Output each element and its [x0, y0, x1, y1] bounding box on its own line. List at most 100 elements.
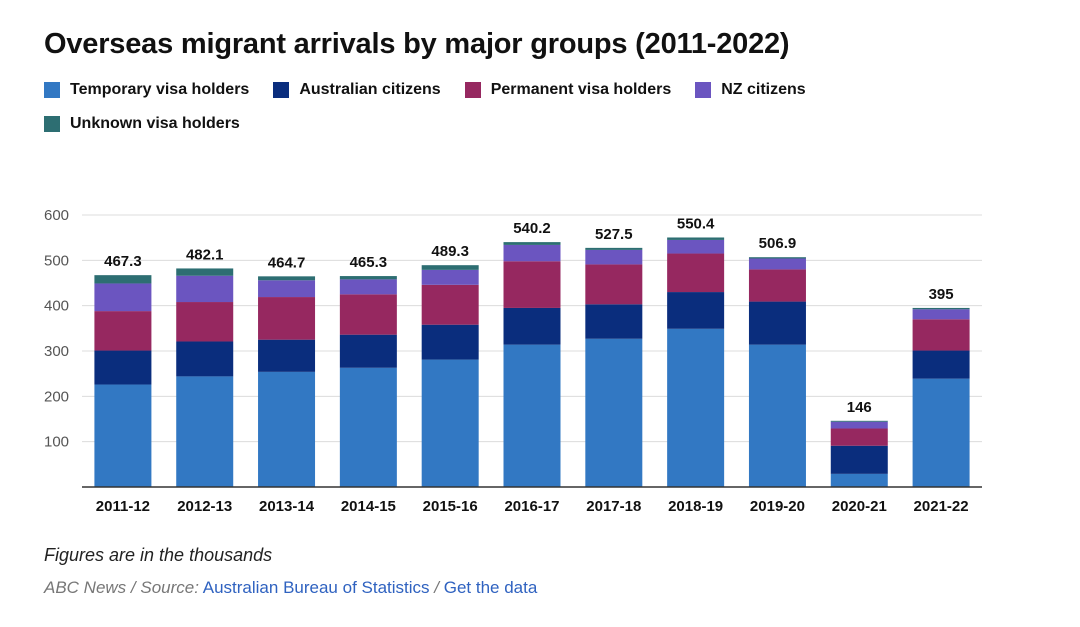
bar-total-label: 395 — [929, 286, 954, 303]
footnote: Figures are in the thousands — [44, 545, 273, 565]
x-tick-label: 2016-17 — [504, 498, 559, 515]
bar-segment-australian-2018-19[interactable] — [667, 292, 725, 329]
source-link[interactable]: Australian Bureau of Statistics — [202, 578, 430, 597]
bar-segment-temporary-2020-21[interactable] — [830, 473, 888, 487]
bar-segment-permanent-2016-17[interactable] — [503, 261, 561, 308]
bar-segment-australian-2017-18[interactable] — [585, 304, 643, 339]
bar-segment-permanent-2012-13[interactable] — [176, 302, 234, 342]
stacked-bar-chart: 100 200 300 400 500 600 467.3 2011-12 482.1 2012-… — [44, 207, 982, 515]
bar-segment-temporary-2011-12[interactable] — [94, 384, 152, 487]
get-data-link[interactable]: Get the data — [443, 578, 538, 597]
bar-total-label: 482.1 — [186, 246, 224, 263]
bar-segment-nz-2016-17[interactable] — [503, 244, 561, 262]
bar-segment-nz-2019-20[interactable] — [748, 258, 806, 270]
bar-segment-permanent-2014-15[interactable] — [339, 294, 397, 335]
bar-segment-permanent-2017-18[interactable] — [585, 264, 643, 305]
y-tick-label: 400 — [44, 298, 69, 315]
legend-item-australian[interactable]: Australian citizens — [273, 80, 441, 100]
x-tick-label: 2021-22 — [914, 498, 969, 515]
bar-segment-unknown-2014-15[interactable] — [339, 276, 397, 280]
bar-segment-permanent-2021-22[interactable] — [912, 319, 970, 351]
bar-segment-permanent-2015-16[interactable] — [421, 284, 479, 325]
bar-segment-temporary-2013-14[interactable] — [258, 371, 316, 487]
bar-segment-nz-2013-14[interactable] — [258, 280, 316, 298]
legend-label-australian: Australian citizens — [299, 81, 441, 98]
legend-swatch-nz — [695, 82, 712, 98]
bar-total-label: 467.3 — [104, 253, 142, 270]
bar-segment-permanent-2013-14[interactable] — [258, 297, 316, 340]
y-tick-label: 500 — [44, 252, 69, 269]
x-tick-label: 2017-18 — [586, 498, 641, 515]
bar-segment-australian-2013-14[interactable] — [258, 339, 316, 372]
x-tick-label: 2013-14 — [259, 498, 315, 515]
x-tick-label: 2019-20 — [750, 498, 805, 515]
legend-item-temporary[interactable]: Temporary visa holders — [44, 80, 249, 100]
bar-segment-temporary-2012-13[interactable] — [176, 376, 234, 487]
y-tick-label: 600 — [44, 207, 69, 224]
bar-segment-unknown-2013-14[interactable] — [258, 276, 316, 281]
legend-swatch-permanent — [464, 82, 481, 98]
bar-segment-australian-2012-13[interactable] — [176, 341, 234, 377]
legend: Temporary visa holders Australian citize… — [44, 80, 944, 134]
bar-segment-nz-2011-12[interactable] — [94, 283, 152, 312]
bar-total-label: 540.2 — [513, 220, 551, 237]
bar-total-label: 146 — [847, 399, 872, 416]
bar-segment-temporary-2014-15[interactable] — [339, 367, 397, 487]
bar-segment-unknown-2017-18[interactable] — [585, 247, 643, 250]
x-tick-label: 2015-16 — [423, 498, 478, 515]
bar-segment-nz-2018-19[interactable] — [667, 239, 725, 254]
bar-segment-temporary-2018-19[interactable] — [667, 328, 725, 487]
legend-swatch-australian — [273, 82, 290, 98]
bar-segment-unknown-2011-12[interactable] — [94, 275, 152, 284]
bar-segment-temporary-2016-17[interactable] — [503, 344, 561, 487]
bar-segment-australian-2014-15[interactable] — [339, 334, 397, 368]
bar-segment-permanent-2020-21[interactable] — [830, 428, 888, 446]
legend-label-unknown: Unknown visa holders — [70, 115, 240, 132]
bar-segment-unknown-2021-22[interactable] — [912, 307, 970, 310]
y-tick-label: 100 — [44, 434, 69, 451]
legend-item-unknown[interactable]: Unknown visa holders — [44, 114, 944, 134]
bar-segment-australian-2021-22[interactable] — [912, 350, 970, 379]
bar-segment-australian-2015-16[interactable] — [421, 324, 479, 360]
legend-label-temporary: Temporary visa holders — [70, 81, 250, 98]
legend-swatch-unknown — [44, 116, 60, 132]
bar-segment-australian-2020-21[interactable] — [830, 445, 888, 474]
bar-segment-permanent-2019-20[interactable] — [748, 269, 806, 302]
source-separator: / — [434, 578, 439, 597]
bar-segment-temporary-2015-16[interactable] — [421, 359, 479, 487]
y-tick-label: 200 — [44, 388, 69, 405]
bar-segment-nz-2021-22[interactable] — [912, 309, 970, 320]
chart-title: Overseas migrant arrivals by major group… — [44, 28, 790, 60]
bar-segment-unknown-2016-17[interactable] — [503, 242, 561, 245]
x-tick-label: 2018-19 — [668, 498, 723, 515]
bar-segment-unknown-2020-21[interactable] — [830, 420, 888, 422]
source-prefix: ABC News / Source: — [44, 578, 199, 597]
bar-segment-temporary-2019-20[interactable] — [748, 344, 806, 487]
bar-segment-unknown-2019-20[interactable] — [748, 257, 806, 259]
legend-label-permanent: Permanent visa holders — [490, 81, 672, 98]
bar-segment-nz-2017-18[interactable] — [585, 249, 643, 265]
bar-segment-permanent-2011-12[interactable] — [94, 311, 152, 351]
bar-segment-nz-2020-21[interactable] — [830, 421, 888, 429]
bar-total-label: 464.7 — [268, 254, 306, 271]
legend-item-nz[interactable]: NZ citizens — [695, 80, 806, 100]
bar-segment-australian-2011-12[interactable] — [94, 350, 152, 385]
bar-segment-australian-2019-20[interactable] — [748, 301, 806, 345]
bar-segment-australian-2016-17[interactable] — [503, 307, 561, 345]
legend-swatch-temporary — [44, 82, 60, 98]
bar-segment-temporary-2021-22[interactable] — [912, 378, 970, 487]
bar-total-label: 550.4 — [677, 215, 715, 232]
bar-segment-nz-2012-13[interactable] — [176, 275, 234, 303]
bar-segment-temporary-2017-18[interactable] — [585, 338, 643, 487]
bar-segment-permanent-2018-19[interactable] — [667, 253, 725, 293]
x-tick-label: 2012-13 — [177, 498, 232, 515]
bar-total-label: 506.9 — [759, 235, 797, 252]
bar-segment-unknown-2012-13[interactable] — [176, 268, 234, 276]
legend-item-permanent[interactable]: Permanent visa holders — [464, 80, 672, 100]
bar-total-label: 489.3 — [431, 243, 469, 260]
bar-segment-unknown-2015-16[interactable] — [421, 265, 479, 270]
y-tick-label: 300 — [44, 343, 69, 360]
bar-segment-nz-2014-15[interactable] — [339, 279, 397, 295]
bar-segment-nz-2015-16[interactable] — [421, 269, 479, 285]
bar-segment-unknown-2018-19[interactable] — [667, 237, 725, 240]
